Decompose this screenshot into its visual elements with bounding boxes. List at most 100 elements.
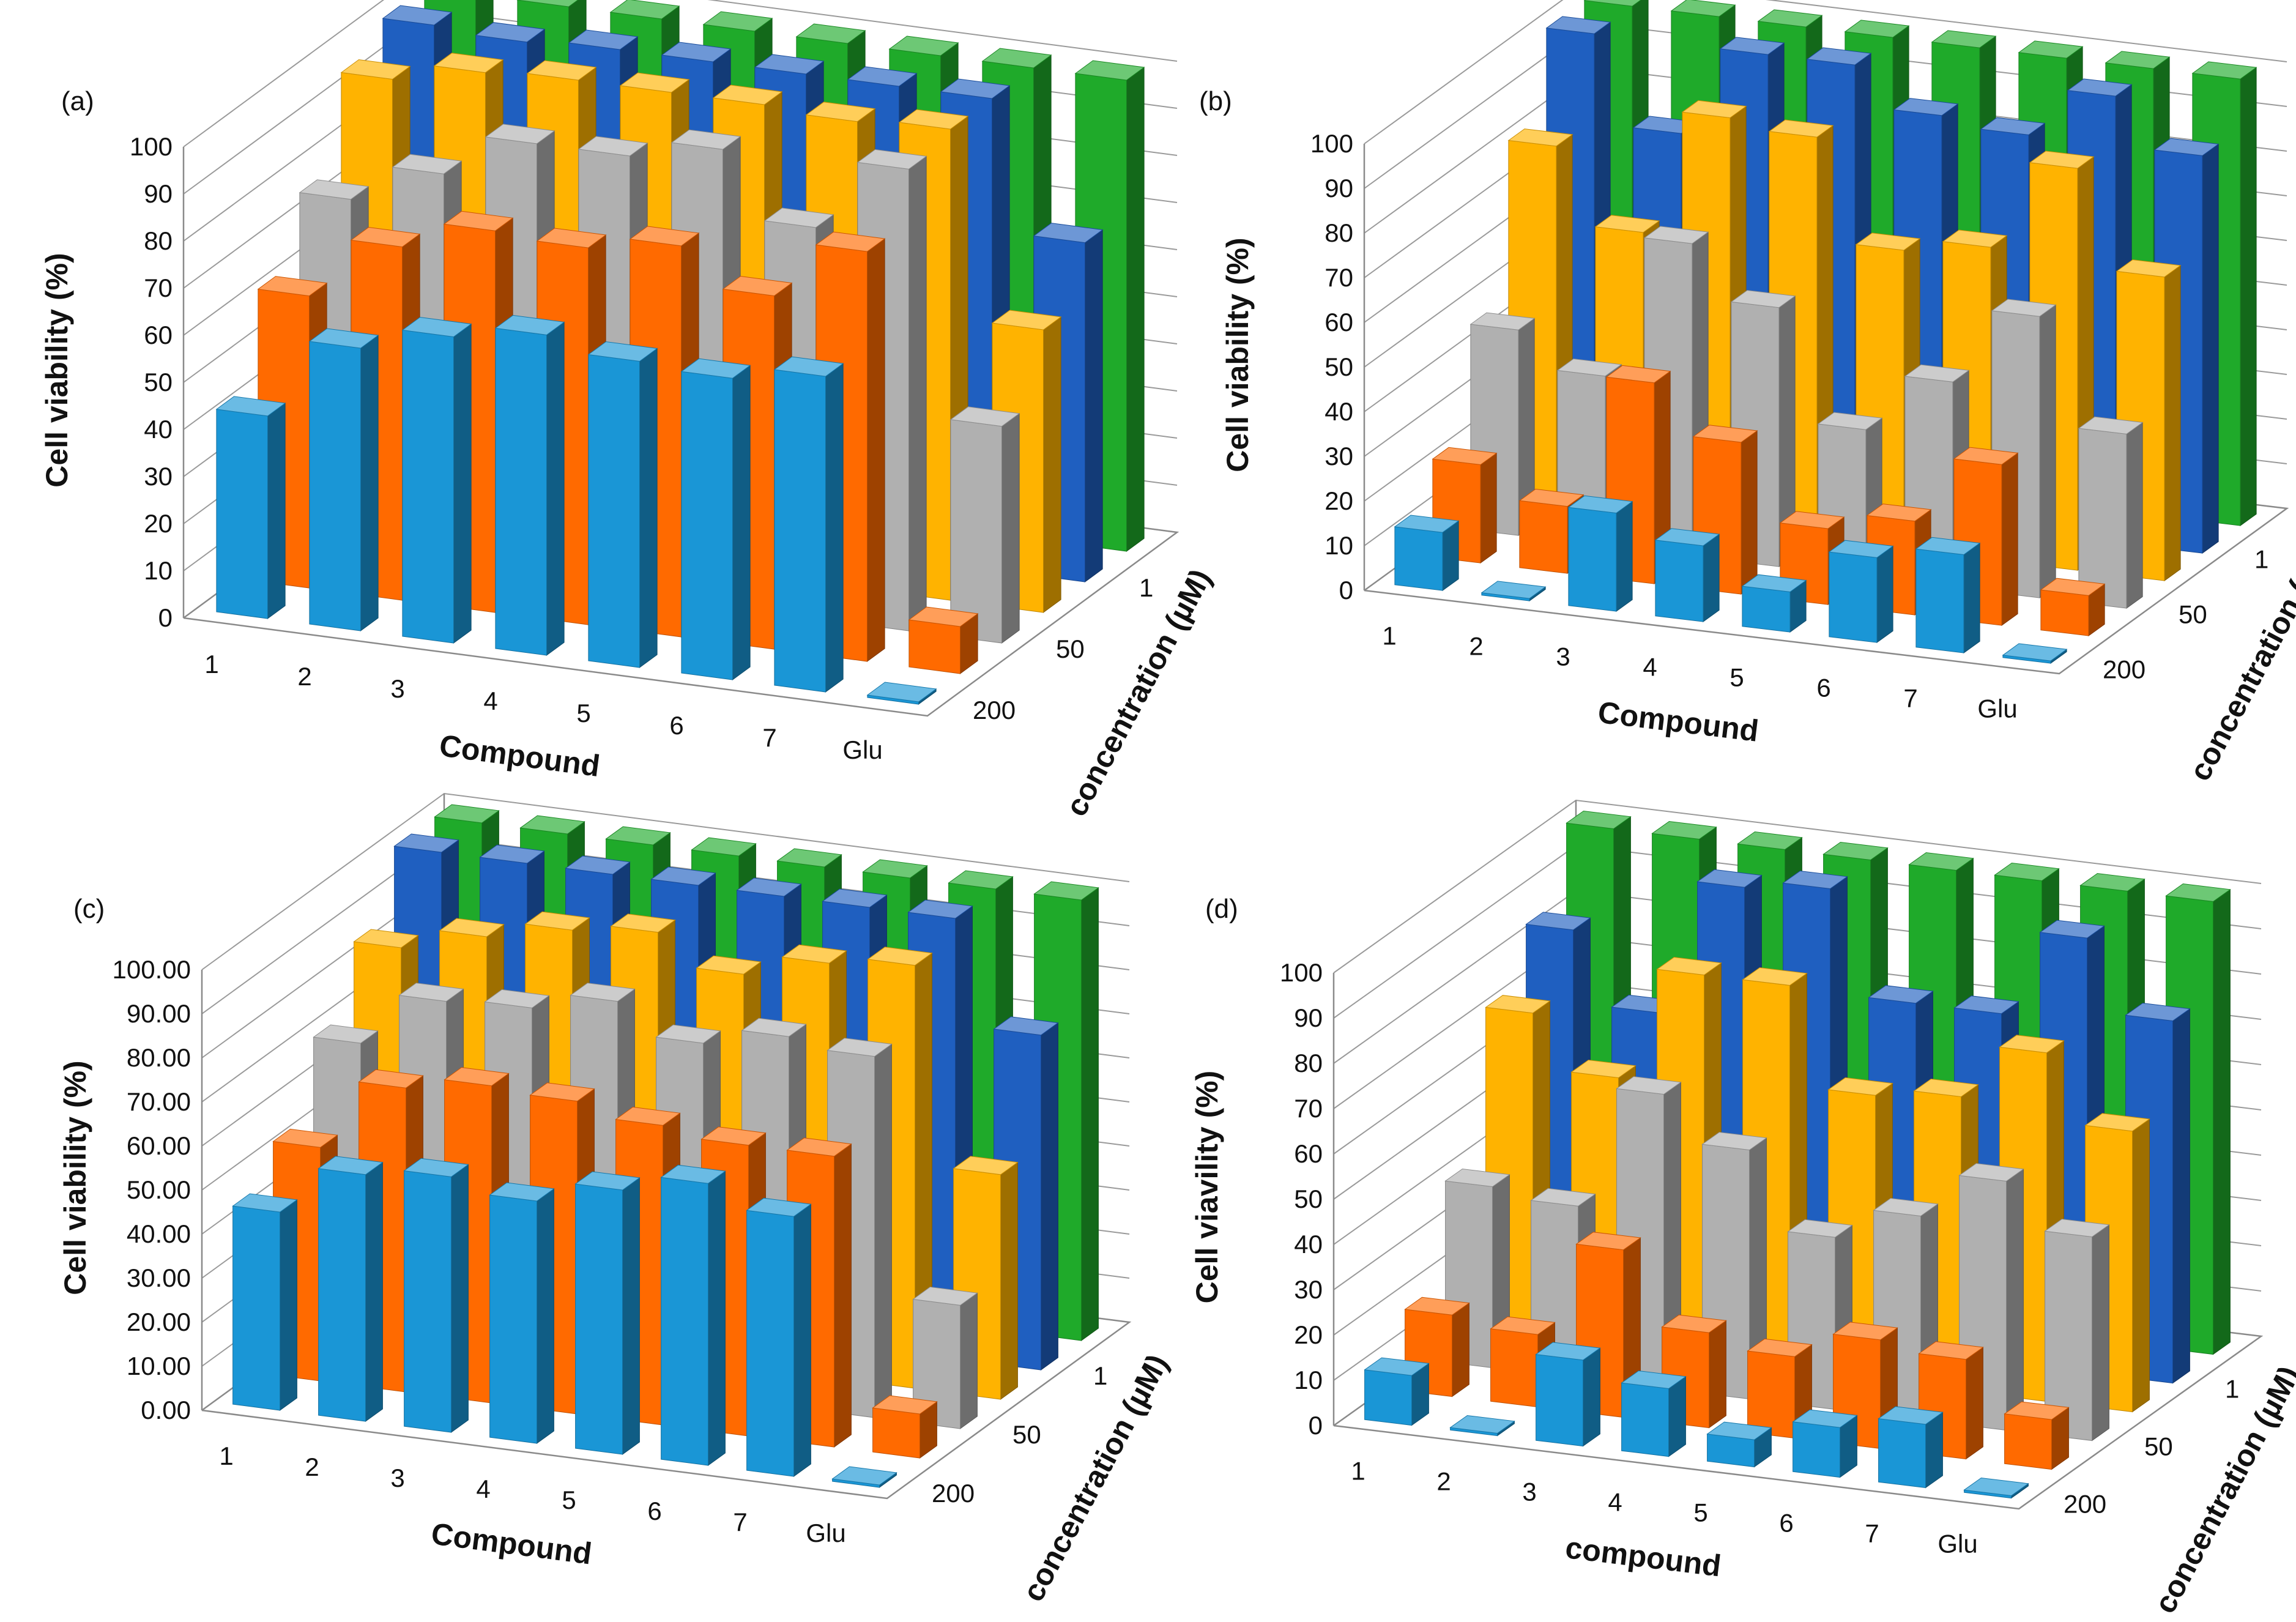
depth-tick-label: 50 — [1056, 634, 1085, 663]
bar-4-series-200 — [494, 314, 565, 656]
x-tick-label: 5 — [1729, 663, 1744, 692]
gridline — [1364, 0, 2287, 144]
bar-glu-series-50 — [908, 606, 979, 674]
x-tick-label: 1 — [1382, 622, 1396, 650]
panel-a: 0 10 20 30 40 50 60 70 80 90 100 1 2 3 4 5 6 7 Glu 200 50 1 Ce… — [40, 0, 1218, 822]
gridline — [183, 0, 1178, 147]
x-tick-label: 1 — [204, 650, 218, 679]
bar-1-series-200 — [1394, 515, 1460, 592]
x-tick-label: 6 — [1779, 1509, 1793, 1538]
bar-glu-series-200 — [1963, 1477, 2029, 1499]
x-tick-label: 5 — [576, 699, 590, 727]
bar-3-series-200 — [403, 1158, 469, 1433]
depth-tick-label: 200 — [973, 696, 1016, 724]
depth-tick-label: 200 — [2103, 655, 2146, 684]
bar-6-series-200 — [1792, 1409, 1858, 1478]
depth-tick-label: 200 — [2064, 1490, 2106, 1519]
bar-3-series-200 — [401, 316, 472, 644]
y-tick-label: 60 — [1294, 1139, 1323, 1168]
depth-tick-label: 200 — [932, 1479, 975, 1508]
bar-5-series-200 — [1706, 1421, 1772, 1468]
bar-7-series-200 — [773, 356, 844, 693]
bar-1-series-200 — [232, 1193, 298, 1411]
x-tick-label: 5 — [1693, 1498, 1707, 1527]
x-tick-label: 5 — [562, 1486, 576, 1514]
y-tick-label: 50 — [1324, 352, 1353, 381]
x-tick-label: Glu — [1937, 1530, 1977, 1558]
bar-glu-series-50 — [2040, 578, 2106, 637]
y-tick-label: 50 — [1294, 1185, 1323, 1213]
y-tick-label: 0.00 — [141, 1396, 191, 1424]
depth-axis-title: concentration (µM) — [2147, 1361, 2296, 1619]
x-tick-label: 3 — [390, 674, 404, 703]
bar-4-series-200 — [1654, 528, 1720, 623]
bar-1-series-200 — [1364, 1357, 1430, 1426]
y-tick-label: 10 — [1294, 1366, 1323, 1394]
x-axis-title: Compound — [437, 728, 602, 783]
bar-6-series-200 — [1828, 540, 1894, 644]
x-tick-label: 2 — [1436, 1467, 1451, 1496]
y-tick-label: 0 — [1339, 576, 1353, 605]
y-tick-label: 20 — [144, 509, 173, 538]
x-tick-label: 4 — [476, 1475, 490, 1503]
x-tick-label: 2 — [1469, 632, 1483, 661]
x-tick-label: 7 — [1903, 684, 1917, 713]
bar-4-series-200 — [489, 1182, 555, 1444]
y-tick-label: 70 — [144, 273, 173, 302]
y-axis-title: Cell viability (%) — [1220, 237, 1255, 472]
depth-tick-label: 50 — [2144, 1432, 2173, 1461]
panel-b: 0 10 20 30 40 50 60 70 80 90 100 1 2 3 4 5 6 7 Glu 200 50 1 Ce… — [1199, 0, 2296, 786]
y-tick-label: 90.00 — [127, 999, 191, 1028]
y-tick-label: 20 — [1324, 486, 1353, 515]
panel-label: (b) — [1199, 86, 1232, 116]
bar-glu-series-200 — [866, 682, 937, 705]
bar-glu-series-50 — [2004, 1401, 2070, 1470]
x-axis-title: Compound — [1596, 695, 1761, 748]
y-tick-label: 40 — [1294, 1230, 1323, 1259]
bar-7-series-200 — [1915, 537, 1981, 654]
y-tick-label: 100.00 — [113, 955, 191, 984]
depth-tick-label: 1 — [1093, 1361, 1107, 1390]
bar-glu-series-200 — [831, 1466, 897, 1488]
y-tick-label: 50.00 — [127, 1175, 191, 1204]
depth-tick-label: 50 — [1012, 1420, 1041, 1449]
bar-5-series-200 — [1741, 574, 1807, 633]
y-tick-label: 30 — [144, 462, 173, 491]
x-tick-label: Glu — [1977, 694, 2017, 723]
x-tick-label: 6 — [647, 1497, 661, 1525]
y-tick-label: 90 — [1324, 174, 1353, 203]
bar-1-series-200 — [215, 396, 286, 619]
y-tick-label: 40 — [1324, 397, 1353, 426]
bar-glu-series-10 — [2044, 1218, 2110, 1442]
depth-axis-title: concentration (µM) — [2182, 528, 2296, 786]
y-axis-title: Cell viavility (%) — [1190, 1071, 1224, 1304]
panel-d: 0 10 20 30 40 50 60 70 80 90 100 1 2 3 4 5 6 7 Glu 200 50 1 Ce… — [1190, 799, 2296, 1619]
bar-glu-series-10 — [949, 406, 1020, 644]
y-tick-label: 60.00 — [127, 1131, 191, 1160]
panel-label: (a) — [61, 86, 94, 116]
y-axis-title: Cell viability (%) — [40, 253, 74, 487]
x-tick-label: Glu — [806, 1519, 845, 1547]
y-tick-label: 100 — [1310, 129, 1353, 158]
y-axis-title: Cell viability (%) — [58, 1060, 92, 1295]
x-tick-label: 2 — [297, 662, 311, 691]
y-tick-label: 70 — [1294, 1094, 1323, 1123]
bar-glu-series-10 — [2078, 416, 2144, 609]
bar-glu-series-10 — [912, 1286, 978, 1429]
bar-2-series-200 — [1449, 1415, 1515, 1437]
x-axis-title: compound — [1564, 1530, 1723, 1583]
x-tick-label: 3 — [1556, 642, 1570, 671]
bar-4-series-200 — [1621, 1370, 1687, 1457]
x-tick-label: 1 — [1351, 1457, 1365, 1486]
y-tick-label: 100 — [130, 132, 173, 161]
y-tick-label: 70.00 — [127, 1087, 191, 1116]
x-tick-label: 3 — [390, 1464, 404, 1492]
x-tick-label: 6 — [669, 711, 683, 740]
x-tick-label: 3 — [1522, 1478, 1536, 1506]
bar-5-series-200 — [574, 1171, 641, 1455]
bar-2-series-200 — [318, 1156, 384, 1422]
y-tick-label: 100 — [1280, 958, 1323, 987]
y-tick-label: 10.00 — [127, 1352, 191, 1380]
